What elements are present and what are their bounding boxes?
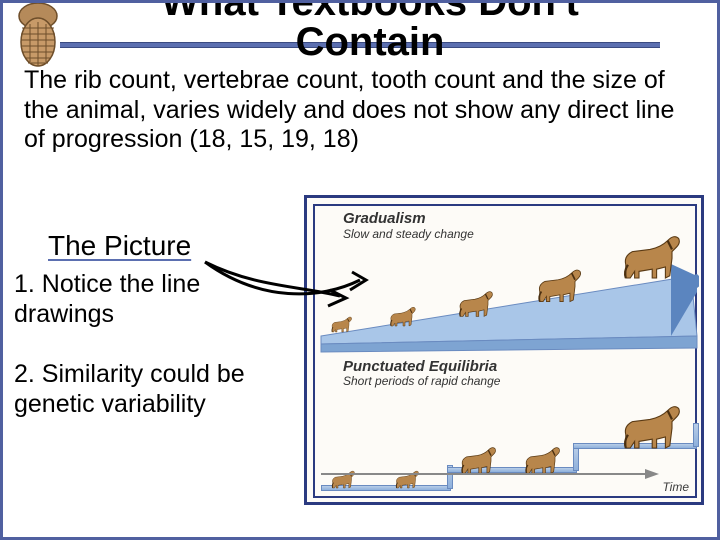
list-item: 1. Notice the line drawings [14, 270, 274, 329]
list-item: 2. Similarity could be genetic variabili… [14, 360, 304, 419]
picture-subheading: The Picture [48, 230, 191, 262]
time-axis-label: Time [662, 480, 689, 494]
time-axis-arrow [315, 466, 699, 482]
body-paragraph: The rib count, vertebrae count, tooth co… [24, 66, 694, 155]
evolution-figure: Gradualism Slow and steady change [304, 195, 704, 505]
slide-title: What Textbooks Don't Contain [90, 0, 650, 62]
punctuated-horses [315, 206, 699, 500]
horse-silhouette [625, 407, 679, 448]
figure-inner-panel: Gradualism Slow and steady change [313, 204, 697, 498]
